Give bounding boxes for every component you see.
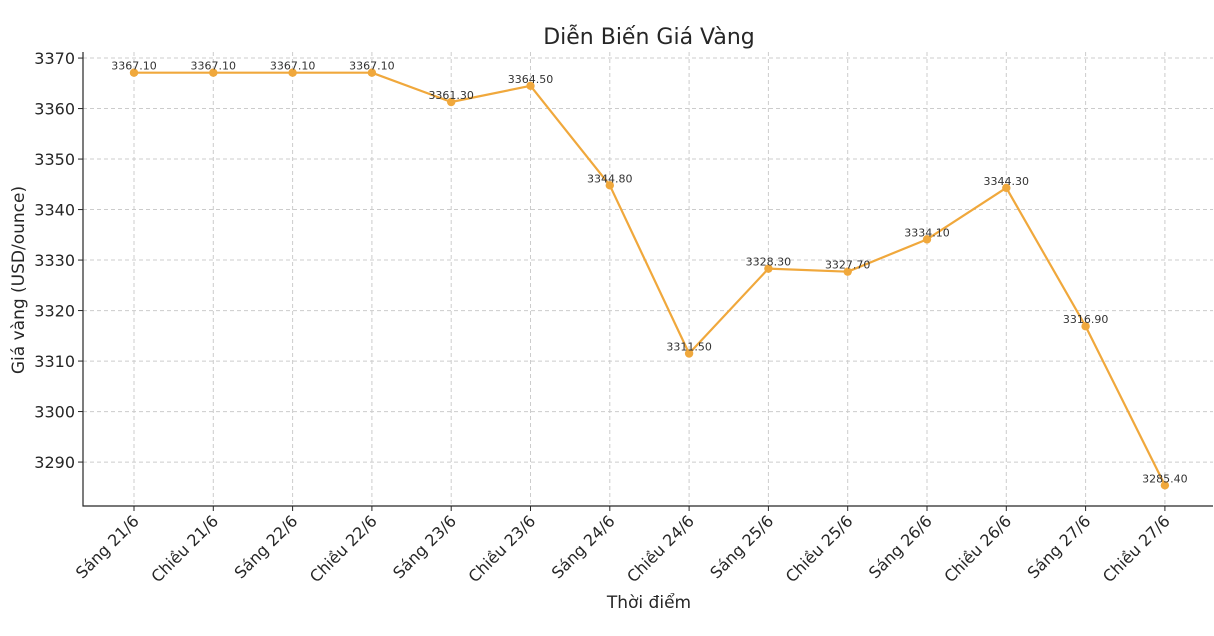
data-label: 3327.70 (825, 259, 871, 272)
data-point (288, 68, 297, 77)
x-axis-label: Thời điểm (606, 592, 691, 613)
data-point (1002, 183, 1011, 193)
x-tick-label: Chiều 22/6 (306, 511, 381, 586)
axis-spine (82, 52, 1213, 507)
x-tick-label: Chiều 27/6 (1099, 511, 1174, 586)
data-point (129, 68, 139, 77)
x-tick-label: Sáng 26/6 (865, 511, 936, 582)
x-tick-label: Sáng 22/6 (231, 511, 302, 582)
y-tick-label: 3290 (34, 453, 75, 472)
data-point (1081, 322, 1090, 331)
data-point (843, 267, 852, 276)
axes-layer: 3290 3300 3310 3320 3330 3340 3350 3360 3370 Sáng… (34, 49, 1213, 586)
data-point (447, 97, 456, 107)
y-tick-label: 3370 (34, 49, 75, 68)
data-point (922, 235, 932, 244)
chart-title: Diễn Biến Giá Vàng (543, 24, 755, 50)
data-label: 3367.10 (111, 60, 157, 73)
y-axis-label: Giá vàng (USD/ounce) (9, 186, 29, 374)
x-tick-label: Chiều 21/6 (147, 511, 222, 586)
data-label: 3367.10 (270, 60, 316, 73)
data-point (367, 68, 377, 77)
data-point (764, 264, 773, 273)
data-label: 3285.40 (1142, 472, 1188, 485)
data-label: 3367.10 (349, 60, 395, 73)
data-label: 3364.50 (508, 73, 554, 86)
data-label: 3367.10 (191, 60, 237, 73)
data-label: 3361.30 (428, 89, 474, 102)
data-label: 3344.30 (984, 175, 1030, 188)
data-label: 3334.10 (904, 226, 950, 239)
x-tick-label: Sáng 24/6 (548, 511, 619, 582)
y-tick-label: 3340 (34, 201, 75, 220)
x-tick-label: Sáng 27/6 (1024, 511, 1095, 582)
x-tick-label: Sáng 21/6 (72, 511, 143, 582)
data-label: 3328.30 (746, 256, 792, 269)
y-tick-label: 3320 (34, 302, 75, 321)
y-tick-label: 3330 (34, 251, 75, 270)
x-tick-label: Chiều 24/6 (623, 511, 698, 586)
y-tick-label: 3350 (34, 150, 75, 169)
y-tick-label: 3360 (34, 100, 75, 119)
data-point (526, 81, 535, 91)
data-point (1160, 481, 1170, 490)
series-layer (129, 68, 1170, 490)
y-tick-label: 3310 (34, 352, 75, 371)
data-label: 3316.90 (1063, 313, 1109, 326)
data-point (209, 68, 218, 77)
x-tick-label: Sáng 25/6 (706, 511, 777, 582)
x-tick-label: Chiều 23/6 (465, 511, 540, 586)
data-label: 3311.50 (666, 340, 712, 353)
data-label-layer: 3367.10 3367.10 3367.10 3367.10 3361.30 3364.… (111, 60, 1187, 486)
series-line (134, 71, 1166, 486)
grid-layer (83, 52, 1213, 506)
data-point (605, 181, 614, 190)
data-point (684, 349, 694, 358)
data-label: 3344.80 (587, 172, 633, 185)
y-tick-label: 3300 (34, 403, 75, 422)
x-tick-label: Chiều 25/6 (782, 511, 857, 586)
x-tick-label: Chiều 26/6 (940, 511, 1015, 586)
x-tick-label: Sáng 23/6 (389, 511, 460, 582)
